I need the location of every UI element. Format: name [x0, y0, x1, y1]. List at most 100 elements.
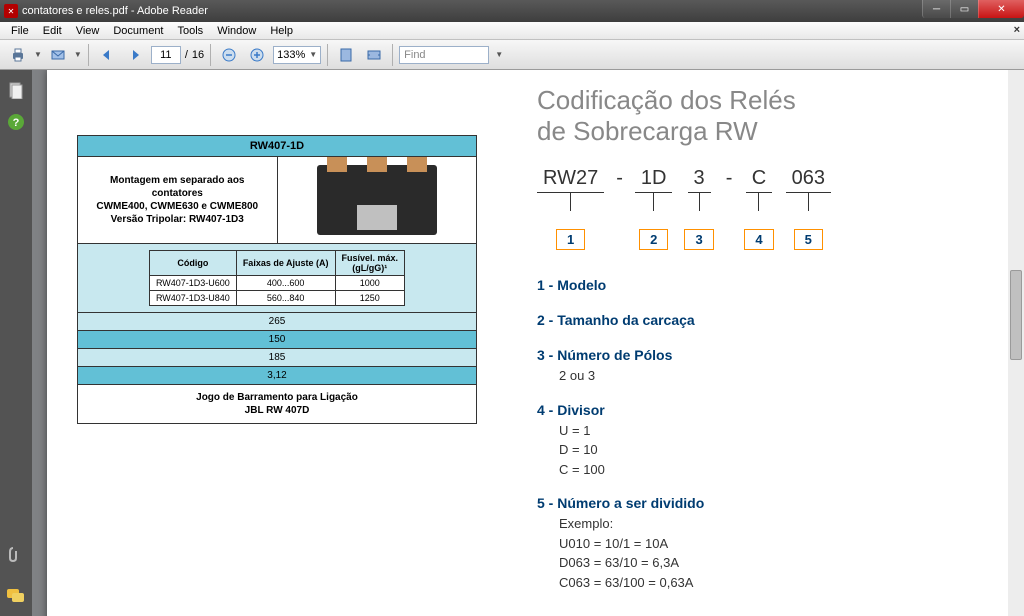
spec-col-code: Código [149, 251, 236, 276]
menu-tools[interactable]: Tools [171, 24, 211, 38]
legend-body: Exemplo: [537, 514, 982, 534]
next-page-button[interactable] [123, 43, 147, 67]
find-dropdown-icon[interactable]: ▼ [493, 50, 505, 59]
fit-page-button[interactable] [334, 43, 358, 67]
dim-value: 150 [78, 331, 477, 349]
spec-cell: RW407-1D3-U600 [149, 276, 236, 291]
mount-line: contatores [152, 188, 203, 199]
product-table: RW407-1D Montagem em separado aos contat… [77, 135, 477, 424]
separator [210, 44, 211, 66]
minimize-button[interactable]: ─ [922, 0, 950, 18]
code-part: 3 [688, 167, 711, 193]
email-button[interactable] [46, 43, 70, 67]
scrollbar-thumb[interactable] [1010, 270, 1022, 360]
section-title: Codificação dos Relés de Sobrecarga RW [537, 85, 982, 147]
left-column: RW407-1D Montagem em separado aos contat… [77, 85, 477, 606]
menu-file[interactable]: File [4, 24, 36, 38]
legend-title: 4 - Divisor [537, 400, 982, 421]
right-column: Codificação dos Relés de Sobrecarga RW R… [527, 85, 982, 606]
title-line: Codificação dos Relés [537, 85, 796, 115]
spec-cell: 1000 [335, 276, 405, 291]
menu-help[interactable]: Help [263, 24, 300, 38]
legend-body: 2 ou 3 [537, 366, 982, 386]
page-separator: / [185, 49, 188, 61]
code-index: 5 [794, 229, 823, 250]
code-separator: - [726, 167, 733, 190]
menu-edit[interactable]: Edit [36, 24, 69, 38]
zoom-value: 133% [277, 49, 305, 61]
zoom-in-button[interactable] [245, 43, 269, 67]
code-group: RW27 1 [537, 167, 604, 250]
svg-text:?: ? [13, 117, 20, 129]
spec-cell: 560...840 [236, 291, 335, 306]
separator [327, 44, 328, 66]
email-dropdown-icon[interactable]: ▼ [74, 50, 82, 59]
window-title: contatores e reles.pdf - Adobe Reader [22, 5, 208, 17]
pages-panel-icon[interactable] [6, 80, 26, 100]
find-placeholder: Find [404, 49, 425, 61]
comments-panel-icon[interactable] [6, 586, 26, 606]
legend-body: D = 10 [537, 440, 982, 460]
legend-item: 1 - Modelo [537, 275, 982, 296]
page-number-input[interactable] [151, 46, 181, 64]
prev-page-button[interactable] [95, 43, 119, 67]
page-content: RW407-1D Montagem em separado aos contat… [77, 80, 982, 606]
connector-line [808, 193, 809, 211]
legend-title: 1 - Modelo [537, 275, 982, 296]
close-button[interactable]: ✕ [978, 0, 1024, 18]
zoom-level-display[interactable]: 133% ▼ [273, 46, 321, 64]
attachments-panel-icon[interactable] [6, 544, 26, 564]
pdf-page: RW407-1D Montagem em separado aos contat… [47, 70, 1012, 616]
spec-col-range: Faixas de Ajuste (A) [236, 251, 335, 276]
menu-window[interactable]: Window [210, 24, 263, 38]
title-line: de Sobrecarga RW [537, 116, 758, 146]
legend-body: C063 = 63/100 = 0,63A [537, 573, 982, 593]
product-image-cell [277, 157, 477, 244]
vertical-scrollbar[interactable] [1008, 70, 1024, 616]
help-panel-icon[interactable]: ? [6, 112, 26, 132]
connector-line [570, 193, 571, 211]
maximize-button[interactable]: ▭ [950, 0, 978, 18]
print-button[interactable] [6, 43, 30, 67]
zoom-out-button[interactable] [217, 43, 241, 67]
legend-body: U = 1 [537, 421, 982, 441]
mount-line: Versão Tripolar: RW407-1D3 [111, 214, 244, 225]
fit-width-button[interactable] [362, 43, 386, 67]
legend-item: 5 - Número a ser dividido Exemplo: U010 … [537, 493, 982, 592]
code-part: 063 [786, 167, 831, 193]
menu-view[interactable]: View [69, 24, 107, 38]
legend-item: 4 - Divisor U = 1 D = 10 C = 100 [537, 400, 982, 480]
spec-col-fuse: Fusível. máx. (gL/gG)¹ [335, 251, 405, 276]
legend-item: 3 - Número de Pólos 2 ou 3 [537, 345, 982, 386]
spec-cell: RW407-1D3-U840 [149, 291, 236, 306]
legend-body: U010 = 10/1 = 10A [537, 534, 982, 554]
connector-line [653, 193, 654, 211]
code-group: 3 3 [684, 167, 713, 250]
spec-section: Código Faixas de Ajuste (A) Fusível. máx… [78, 244, 477, 313]
zoom-dropdown-icon[interactable]: ▼ [309, 50, 317, 59]
menubar: File Edit View Document Tools Window Hel… [0, 22, 1024, 40]
legend-body: D063 = 63/10 = 6,3A [537, 553, 982, 573]
legend-item: 2 - Tamanho da carcaça [537, 310, 982, 331]
code-breakdown: RW27 1 - 1D 2 3 3 [537, 167, 982, 250]
separator [392, 44, 393, 66]
mount-line: Montagem em separado aos [110, 175, 244, 186]
menu-document[interactable]: Document [106, 24, 170, 38]
separator [88, 44, 89, 66]
print-dropdown-icon[interactable]: ▼ [34, 50, 42, 59]
footer-line: JBL RW 407D [245, 405, 310, 416]
mount-line: CWME400, CWME630 e CWME800 [96, 201, 258, 212]
window-controls: ─ ▭ ✕ [922, 0, 1024, 18]
main-area: ? RW407-1D Montagem em separado aos [0, 70, 1024, 616]
legend-title: 3 - Número de Pólos [537, 345, 982, 366]
bus-kit-info: Jogo de Barramento para Ligação JBL RW 4… [78, 385, 477, 424]
code-index: 3 [684, 229, 713, 250]
connector-line [699, 193, 700, 211]
find-input[interactable]: Find [399, 46, 489, 64]
table-header: RW407-1D [78, 136, 477, 157]
close-document-button[interactable]: × [1014, 24, 1020, 36]
legend-title: 5 - Número a ser dividido [537, 493, 982, 514]
dim-value: 265 [78, 313, 477, 331]
document-area[interactable]: RW407-1D Montagem em separado aos contat… [32, 70, 1024, 616]
code-group: C 4 [744, 167, 773, 250]
